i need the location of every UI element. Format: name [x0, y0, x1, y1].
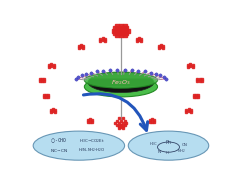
Text: H$_3$C$\sim\!\!$CO$_2$Et: H$_3$C$\sim\!\!$CO$_2$Et: [79, 137, 105, 145]
Text: H: H: [165, 151, 168, 155]
Text: NH$_2$: NH$_2$: [177, 148, 186, 155]
Text: NC$\!\sim\!$CN: NC$\!\sim\!$CN: [50, 146, 68, 153]
Text: Ph: Ph: [165, 139, 172, 145]
Ellipse shape: [128, 131, 209, 160]
Text: N: N: [158, 150, 161, 154]
Ellipse shape: [33, 131, 125, 160]
Ellipse shape: [84, 77, 158, 97]
Text: $\bigcirc$-CHO: $\bigcirc$-CHO: [50, 137, 67, 145]
Text: H$_3$C: H$_3$C: [149, 140, 159, 148]
Ellipse shape: [84, 72, 158, 88]
Text: CN: CN: [182, 143, 188, 147]
Text: Fe$_2$O$_3$: Fe$_2$O$_3$: [111, 78, 131, 87]
Text: H$_2$N-NH$_2$$\cdot$H$_2$O: H$_2$N-NH$_2$$\cdot$H$_2$O: [78, 146, 105, 154]
Ellipse shape: [88, 72, 154, 93]
